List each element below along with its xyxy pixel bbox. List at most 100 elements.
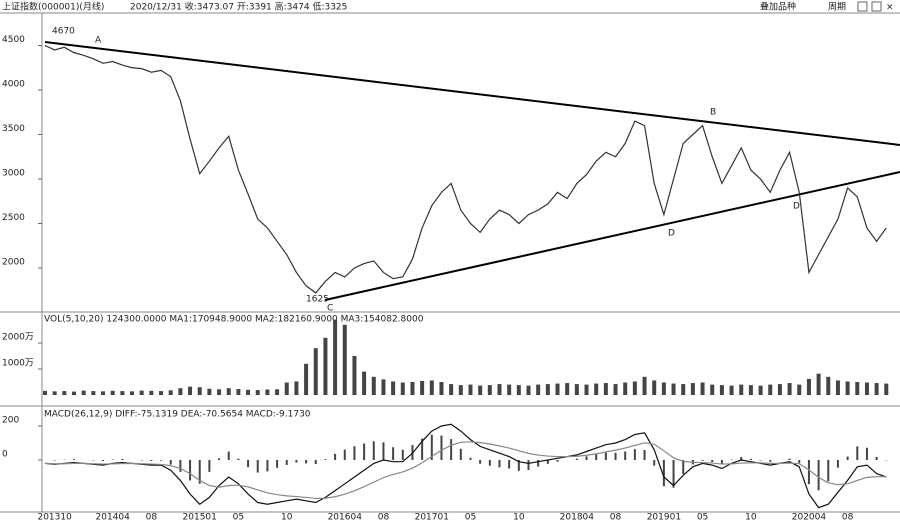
volume-bar [671,383,676,395]
volume-bar [555,383,560,395]
dif-line [44,423,887,509]
volume-bar [400,382,405,395]
dea-line [44,441,887,500]
x-tick-label: 201404 [96,513,131,522]
volume-bar [72,391,77,395]
volume-bar [623,382,628,395]
volume-bar [362,371,367,395]
volume-bar [255,390,260,395]
period-button[interactable]: 周期 [828,2,846,13]
volume-bar [52,391,57,395]
volume-bar [468,384,473,395]
y-tick-label: 4000 [2,80,25,90]
volume-bar [652,380,657,395]
volume-bar [874,383,879,395]
x-tick-label: 10 [513,513,525,522]
volume-bar [864,382,869,395]
volume-bar [265,389,270,395]
trend-line [324,171,900,301]
volume-bar [855,382,860,395]
volume-bar [729,385,734,395]
volume-bar [284,382,289,395]
volume-bar [410,382,415,395]
volume-bar [420,380,425,395]
volume-bar [545,384,550,395]
volume-bar [130,391,135,395]
annotation: D [668,229,675,239]
volume-bar [294,381,299,395]
volume-bar [207,388,212,395]
x-tick-label: 201310 [37,513,72,522]
volume-bar [768,384,773,395]
volume-bar [497,384,502,395]
volume-bar [748,385,753,395]
annotation: 4670 [52,27,75,37]
volume-bar [574,384,579,395]
volume-bar [797,384,802,395]
y-tick-label: 0 [2,450,8,460]
annotation: B [710,108,716,118]
volume-bar [91,391,96,395]
panel-title: MACD(26,12,9) DIFF:-75.1319 DEA:-70.5654… [44,410,311,420]
header-info: 2020/12/31 收:3473.07 开:3391 高:3474 低:332… [130,1,347,13]
volume-bar [43,390,47,395]
x-tick-label: 08 [378,513,390,522]
overlay-button[interactable]: 叠加品种 [760,1,796,13]
volume-bar [806,378,811,395]
annotation: 1625 [306,295,329,305]
volume-bar [632,381,637,395]
volume-bar [217,389,222,395]
close-button[interactable]: × [886,3,894,13]
y-tick-label: 2500 [2,213,25,223]
volume-bar [439,382,444,395]
x-tick-label: 202004 [792,513,827,522]
volume-bar [719,385,724,395]
y-tick-label: 2000万 [2,333,34,343]
window-button[interactable] [857,1,868,12]
chart-title: 上证指数(000001)(月线) [2,1,104,13]
volume-bar [594,383,599,395]
y-tick-label: 3000 [2,169,25,179]
annotation: D [793,202,800,212]
volume-bar [613,384,618,395]
volume-bar [110,390,115,395]
volume-bar [710,384,715,395]
window-button[interactable] [871,1,882,12]
volume-bar [246,389,251,395]
volume-bar [777,384,782,395]
x-tick-label: 05 [233,513,244,522]
volume-bar [352,356,357,395]
volume-bar [642,376,647,395]
volume-bar [62,391,67,395]
volume-bar [323,337,328,395]
volume-bar [197,387,202,395]
volume-bar [681,384,686,395]
volume-bar [507,384,512,395]
volume-bar [536,384,541,395]
x-tick-label: 08 [842,513,854,522]
y-tick-label: 4500 [2,35,25,45]
volume-bar [391,381,396,395]
volume-bar [371,376,376,395]
volume-bar [120,391,125,395]
volume-bar [313,348,318,395]
volume-bar [188,386,193,395]
x-tick-label: 05 [697,513,708,522]
y-tick-label: 2000 [2,257,25,267]
x-tick-label: 201701 [415,513,449,522]
volume-bar [700,382,705,395]
volume-bar [690,383,695,395]
volume-bar [381,379,386,395]
volume-bar [81,390,86,395]
volume-bar [159,391,164,395]
x-tick-label: 08 [146,513,158,522]
volume-bar [826,376,831,395]
volume-bar [333,319,338,395]
volume-bar [584,384,589,395]
x-tick-label: 201604 [328,513,363,522]
x-tick-label: 10 [281,513,293,522]
x-tick-label: 05 [465,513,476,522]
volume-bar [835,380,840,395]
